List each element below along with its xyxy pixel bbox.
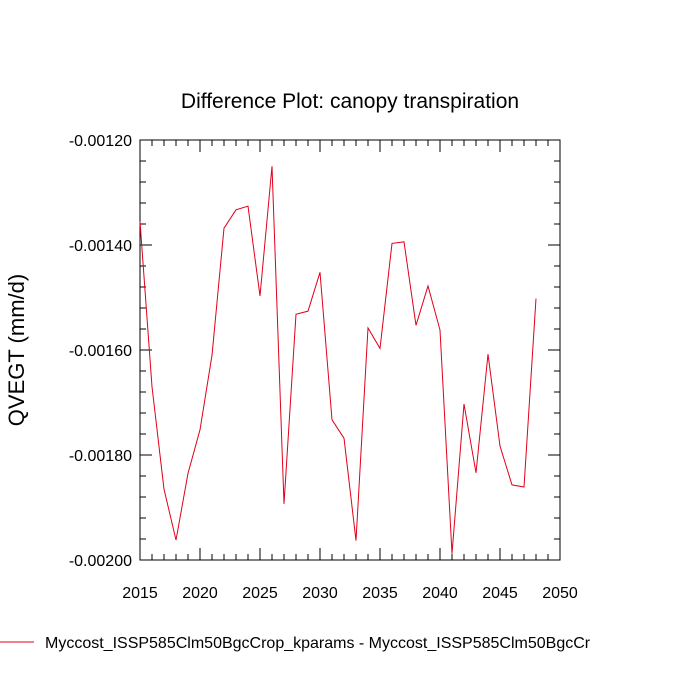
x-tick-label: 2025 — [242, 585, 278, 602]
plot-frame — [139, 139, 561, 561]
y-axis-label: QVEGT (mm/d) — [4, 274, 29, 426]
data-series — [139, 166, 537, 554]
chart-title: Difference Plot: canopy transpiration — [181, 90, 519, 113]
y-tick-label: -0.00160 — [69, 343, 132, 360]
x-tick-label: 2050 — [542, 585, 578, 602]
y-tick-label: -0.00120 — [69, 133, 132, 150]
y-tick-label: -0.00200 — [69, 553, 132, 570]
legend: Myccost_ISSP585Clm50BgcCrop_kparams - My… — [0, 635, 591, 652]
x-tick-label: 2020 — [182, 585, 218, 602]
y-tick-label: -0.00180 — [69, 448, 132, 465]
x-tick-label: 2040 — [422, 585, 458, 602]
series-line — [139, 166, 537, 554]
y-tick-label: -0.00140 — [69, 238, 132, 255]
plot-axes: 2015 2020 2025 2030 2035 2040 2045 2050 -0.00120… — [69, 133, 578, 602]
x-tick-label: 2030 — [302, 585, 338, 602]
x-tick-label: 2015 — [122, 585, 158, 602]
legend-entry: Myccost_ISSP585Clm50BgcCrop_kparams - My… — [45, 635, 591, 652]
x-tick-label: 2035 — [362, 585, 398, 602]
x-tick-label: 2045 — [482, 585, 518, 602]
